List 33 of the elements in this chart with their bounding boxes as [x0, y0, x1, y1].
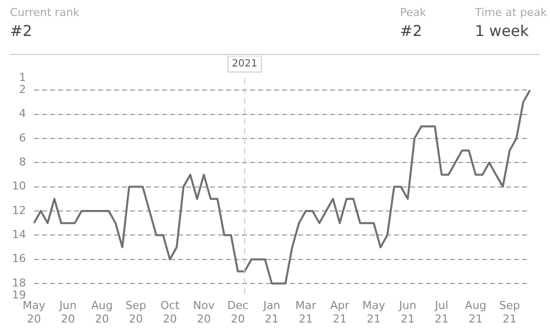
x-tick-label: Aug 21	[464, 299, 486, 326]
x-tick-label: Dec 20	[227, 299, 248, 326]
y-tick-label: 1	[18, 70, 26, 84]
x-tick-label: Jul 21	[434, 299, 449, 326]
x-tick-label: Jun 21	[398, 299, 416, 326]
x-tick-label: Nov 20	[193, 299, 216, 326]
x-tick-label: Jun 20	[58, 299, 77, 326]
y-tick-label: 19	[12, 288, 26, 302]
y-tick-label: 2	[18, 82, 26, 96]
y-tick-label: 10	[12, 180, 26, 193]
x-tick-label: May 20	[22, 299, 46, 326]
y-tick-label: 18	[12, 276, 26, 290]
x-tick-label: May 21	[362, 299, 386, 326]
x-tick-label: Oct 20	[160, 299, 180, 326]
text: #2	[10, 22, 34, 40]
x-tick-label: Aug 20	[91, 299, 113, 326]
text: 2021	[232, 58, 258, 70]
y-tick-label: 4	[18, 107, 26, 120]
y-tick-label: 14	[12, 228, 26, 242]
text: 1 week	[475, 22, 530, 40]
x-tick-label: Sep 20	[126, 299, 146, 326]
y-tick-label: 16	[12, 252, 26, 266]
y-tick-label: 8	[18, 155, 26, 168]
x-tick-label: Jan 21	[262, 299, 280, 326]
text: #2	[400, 22, 424, 40]
y-tick-label: 12	[12, 204, 26, 217]
x-tick-label: Sep 21	[499, 299, 520, 326]
text: Current rank	[10, 6, 80, 19]
y-tick-label: 6	[18, 131, 26, 144]
text: Time at peak	[475, 6, 547, 19]
text: Peak	[400, 6, 426, 19]
x-tick-label: Apr 21	[330, 299, 350, 326]
x-tick-label: Mar 21	[295, 299, 317, 326]
